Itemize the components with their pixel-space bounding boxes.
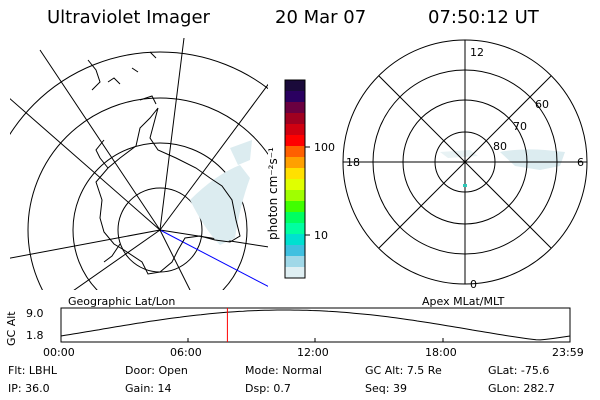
status-seq: Seq: 39 <box>365 382 407 395</box>
status-door: Door: Open <box>125 364 188 377</box>
colorbar-tick-10: 10 <box>314 229 328 242</box>
status-glon: GLon: 282.7 <box>488 382 555 395</box>
colorbar-swatch <box>285 113 305 125</box>
footprint-marker <box>463 184 467 187</box>
colorbar-swatch <box>285 135 305 147</box>
geographic-map <box>10 38 268 290</box>
status-gc-alt: GC Alt: 7.5 Re <box>365 364 442 377</box>
colorbar-swatch <box>285 223 305 235</box>
colorbar-swatch <box>285 267 305 279</box>
colorbar-unit-label: photon cm⁻²s⁻¹ <box>266 147 280 240</box>
right-panel-caption: Apex MLat/MLT <box>422 295 505 308</box>
time-label: 07:50:12 UT <box>428 7 539 28</box>
left-panel-caption: Geographic Lat/Lon <box>68 295 176 308</box>
altitude-xtick-1: 06:00 <box>170 346 202 359</box>
colorbar-swatch <box>285 102 305 114</box>
colorbar-swatch <box>285 190 305 202</box>
altitude-xtick-0: 00:00 <box>43 346 75 359</box>
mlt-label-6: 6 <box>577 156 584 169</box>
status-mode: Mode: Normal <box>245 364 322 377</box>
mlat-label-80: 80 <box>493 140 507 153</box>
colorbar-swatch <box>285 201 305 213</box>
altitude-ytick-top: 9.0 <box>26 307 44 320</box>
colorbar-swatch <box>285 157 305 169</box>
mlt-label-12: 12 <box>470 46 484 59</box>
mlt-label-0: 0 <box>470 278 477 291</box>
colorbar-swatch <box>285 234 305 246</box>
date-label: 20 Mar 07 <box>275 7 367 28</box>
colorbar-swatch <box>285 245 305 257</box>
status-dsp: Dsp: 0.7 <box>245 382 291 395</box>
app-title: Ultraviolet Imager <box>47 7 210 28</box>
altitude-plot <box>60 307 571 343</box>
status-gain: Gain: 14 <box>125 382 172 395</box>
colorbar-swatch <box>285 212 305 224</box>
mlt-label-18: 18 <box>346 156 360 169</box>
colorbar-swatch <box>285 80 305 92</box>
altitude-xtick-4: 23:59 <box>552 346 584 359</box>
colorbar-swatch <box>285 256 305 268</box>
mlat-label-60: 60 <box>535 98 549 111</box>
status-glat: GLat: -75.6 <box>488 364 550 377</box>
colorbar-tick-100: 100 <box>314 141 335 154</box>
colorbar-swatch <box>285 146 305 158</box>
colorbar-swatch <box>285 168 305 180</box>
colorbar <box>284 79 310 279</box>
altitude-ylabel: GC Alt <box>5 311 18 346</box>
terminator-line <box>159 229 268 287</box>
altitude-ytick-bottom: 1.8 <box>26 329 44 342</box>
polar-plot <box>342 39 588 285</box>
altitude-xtick-3: 18:00 <box>425 346 457 359</box>
status-filter: Flt: LBHL <box>8 364 57 377</box>
altitude-xtick-2: 12:00 <box>297 346 329 359</box>
colorbar-swatch <box>285 91 305 103</box>
colorbar-swatch <box>285 179 305 191</box>
status-ip: IP: 36.0 <box>8 382 50 395</box>
mlat-label-70: 70 <box>513 120 527 133</box>
colorbar-swatch <box>285 124 305 136</box>
